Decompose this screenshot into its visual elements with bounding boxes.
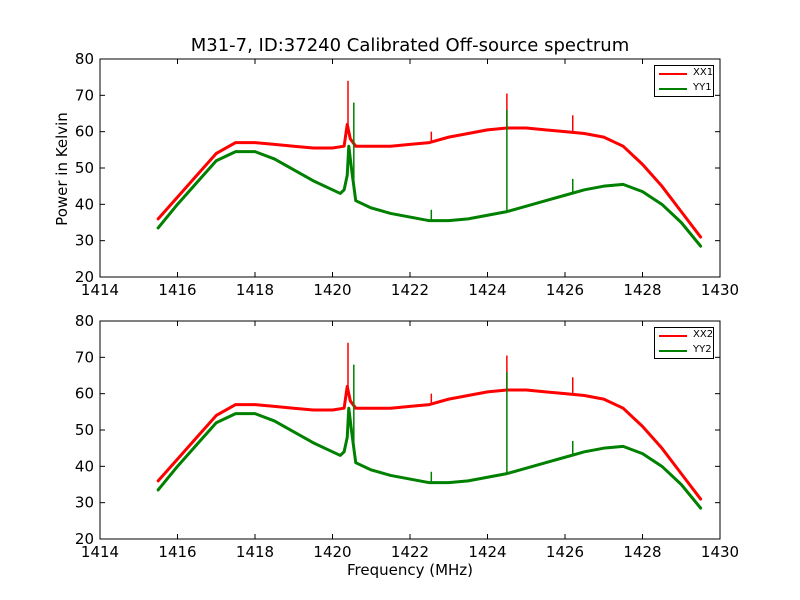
x-tick-label: 1418: [236, 281, 274, 299]
y-tick-label: 40: [75, 457, 94, 475]
legend-swatch-xx1: [659, 73, 687, 75]
legend-swatch-yy2: [659, 350, 687, 352]
x-tick-label: 1430: [701, 281, 739, 299]
panel-1: 1414 1416 1418 1420 1422 1424 1426 1428 1430 20 30…: [75, 50, 739, 299]
y-tick-label: 70: [75, 86, 94, 104]
y-tick-label: 60: [75, 385, 94, 403]
y-tick-label: 80: [75, 50, 94, 68]
x-tick-label: 1428: [623, 543, 661, 561]
x-tick-label: 1426: [546, 281, 584, 299]
x-axis-label: Frequency (MHz): [346, 561, 474, 579]
legend-bottom: XX2 YY2: [654, 327, 714, 359]
x-tick-label: 1420: [313, 281, 351, 299]
y-tick-label: 50: [75, 159, 94, 177]
x-tick-label: 1416: [158, 543, 196, 561]
x-tick-label: 1422: [391, 281, 429, 299]
legend-label-yy2: YY2: [693, 344, 712, 355]
series-line-xx2: [156, 384, 703, 501]
x-tick-label: 1416: [158, 281, 196, 299]
y-tick-label: 50: [75, 421, 94, 439]
legend-swatch-yy1: [659, 88, 687, 90]
y-tick-label: 70: [75, 348, 94, 366]
series-line-xx1: [156, 122, 703, 239]
y-tick-label: 60: [75, 123, 94, 141]
x-tick-label: 1422: [391, 543, 429, 561]
x-tick-label: 1430: [701, 543, 739, 561]
legend-label-xx2: XX2: [693, 329, 714, 340]
chart-title: M31-7, ID:37240 Calibrated Off-source sp…: [190, 35, 630, 56]
x-tick-label: 1420: [313, 543, 351, 561]
x-tick-label: 1424: [468, 281, 506, 299]
legend-swatch-xx2: [659, 335, 687, 337]
x-tick-label: 1414: [81, 543, 119, 561]
plot-frame: [99, 58, 721, 278]
y-tick-label: 30: [75, 232, 94, 250]
y-tick-label: 20: [75, 530, 94, 548]
x-tick-label: 1414: [81, 281, 119, 299]
legend-top: XX1 YY1: [654, 65, 714, 97]
x-tick-label: 1424: [468, 543, 506, 561]
x-tick-label: 1418: [236, 543, 274, 561]
plot-frame: [99, 320, 721, 540]
x-tick-label: 1426: [546, 543, 584, 561]
y-tick-label: 40: [75, 195, 94, 213]
y-tick-label: 20: [75, 268, 94, 286]
legend-label-yy1: YY1: [693, 82, 712, 93]
legend-label-xx1: XX1: [693, 67, 714, 78]
x-tick-label: 1428: [623, 281, 661, 299]
panel-2: 1414 1416 1418 1420 1422 1424 1426 1428 1430 20 30…: [75, 312, 739, 561]
y-tick-label: 80: [75, 312, 94, 330]
series-line-yy1: [156, 144, 703, 248]
y-tick-label: 30: [75, 494, 94, 512]
series-line-yy2: [156, 406, 703, 510]
